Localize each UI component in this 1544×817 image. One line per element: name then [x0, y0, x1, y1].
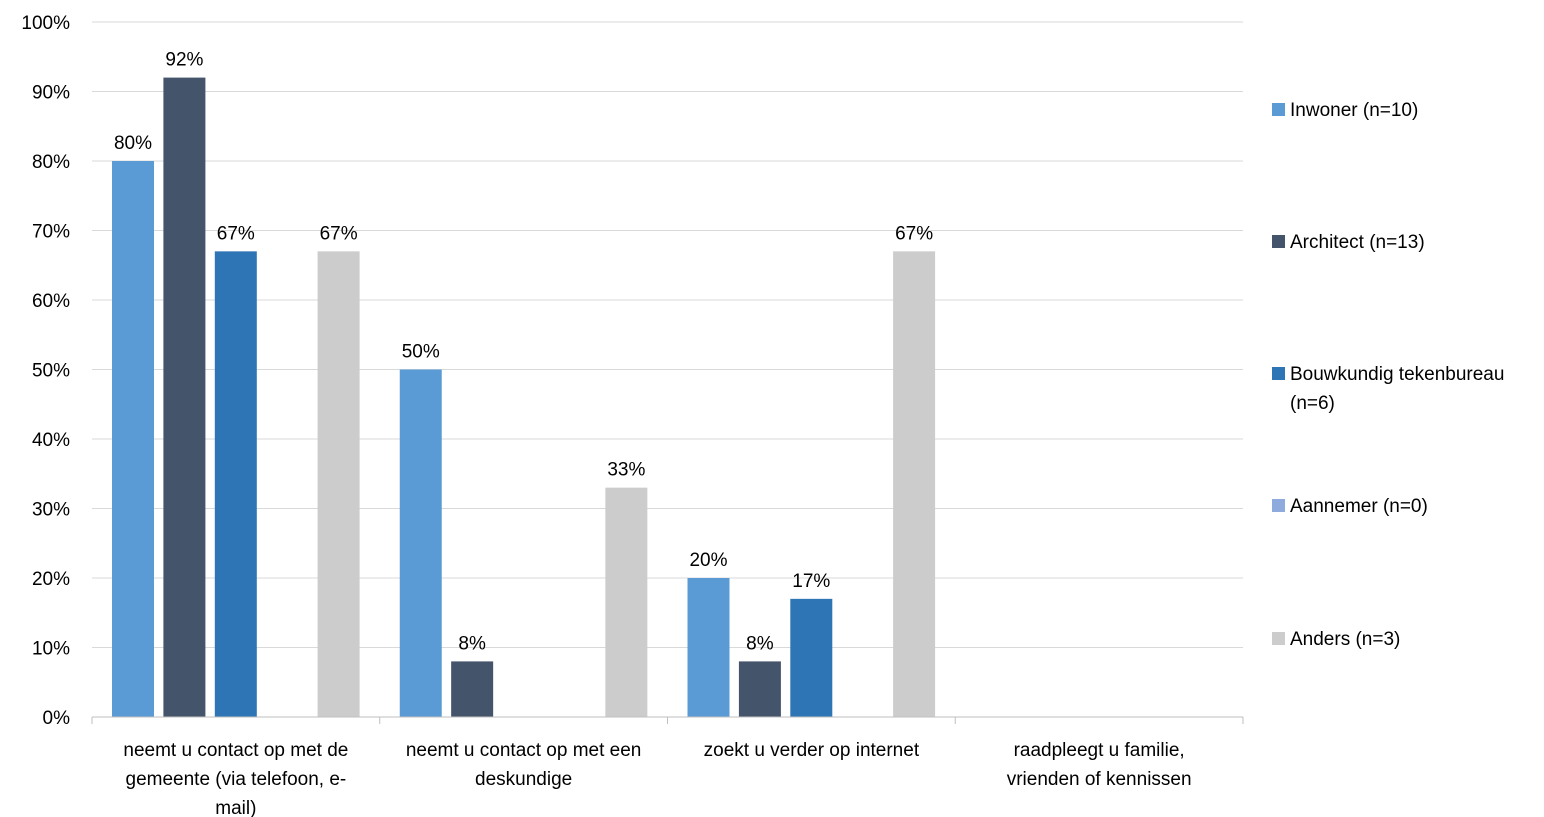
data-label: 8% — [746, 633, 774, 654]
y-tick-label: 30% — [32, 500, 70, 521]
bars — [112, 77, 936, 718]
bar — [687, 578, 730, 717]
legend-label: Inwoner (n=10) — [1290, 100, 1418, 121]
legend-label: Architect (n=13) — [1290, 232, 1425, 253]
legend-swatch — [1272, 632, 1285, 645]
bar — [112, 161, 154, 717]
data-label: 92% — [165, 50, 203, 71]
legend-swatch — [1272, 367, 1285, 380]
legend: Inwoner (n=10) Architect (n=13) Bouwkundig… — [1272, 100, 1504, 650]
x-category-label: raadpleegt u familie, vrienden of kenniss… — [1007, 740, 1192, 790]
y-axis-tick-labels: 0% 10% 20% 30% 40% 50% 60% 70% 80% 90% 100% — [21, 13, 70, 729]
bar — [163, 77, 206, 718]
y-tick-label: 40% — [32, 430, 70, 451]
y-tick-label: 90% — [32, 83, 70, 104]
data-label: 80% — [114, 133, 152, 154]
bar — [399, 369, 442, 717]
data-label: 17% — [792, 571, 830, 592]
y-tick-label: 20% — [32, 569, 70, 590]
bar — [790, 598, 833, 717]
y-tick-label: 80% — [32, 152, 70, 173]
legend-swatch — [1272, 499, 1285, 512]
x-axis: neemt u contact op met de gemeente (via t… — [91, 716, 1244, 817]
x-category-label: neemt u contact op met de gemeente (via t… — [123, 740, 348, 817]
legend-swatch — [1272, 235, 1285, 248]
y-tick-label: 50% — [32, 361, 70, 382]
data-label: 67% — [217, 223, 255, 244]
bar — [738, 661, 781, 717]
bar — [605, 487, 648, 717]
data-label: 33% — [607, 460, 645, 481]
y-tick-label: 10% — [32, 639, 70, 660]
bar — [893, 251, 936, 717]
legend-label: Aannemer (n=0) — [1290, 496, 1428, 517]
bar — [214, 251, 257, 717]
data-label: 67% — [320, 223, 358, 244]
data-label: 8% — [458, 633, 486, 654]
x-category-label: zoekt u verder op internet — [704, 740, 920, 761]
legend-label: Anders (n=3) — [1290, 629, 1400, 650]
y-tick-label: 0% — [43, 708, 71, 729]
legend-swatch — [1272, 103, 1285, 116]
y-tick-label: 60% — [32, 291, 70, 312]
y-tick-label: 100% — [21, 13, 70, 34]
data-label: 20% — [689, 550, 727, 571]
data-label: 67% — [895, 223, 933, 244]
data-labels: 80% 50% 20% 92% 8% 8% 67% 17% 67% 33% 67% — [114, 50, 933, 655]
data-label: 50% — [402, 342, 440, 363]
x-category-label: neemt u contact op met een deskundige — [406, 740, 642, 790]
y-tick-label: 70% — [32, 222, 70, 243]
bar — [317, 251, 360, 717]
legend-label: Bouwkundig tekenbureau (n=6) — [1290, 364, 1504, 414]
gridlines — [92, 21, 1243, 648]
bar — [451, 661, 494, 717]
